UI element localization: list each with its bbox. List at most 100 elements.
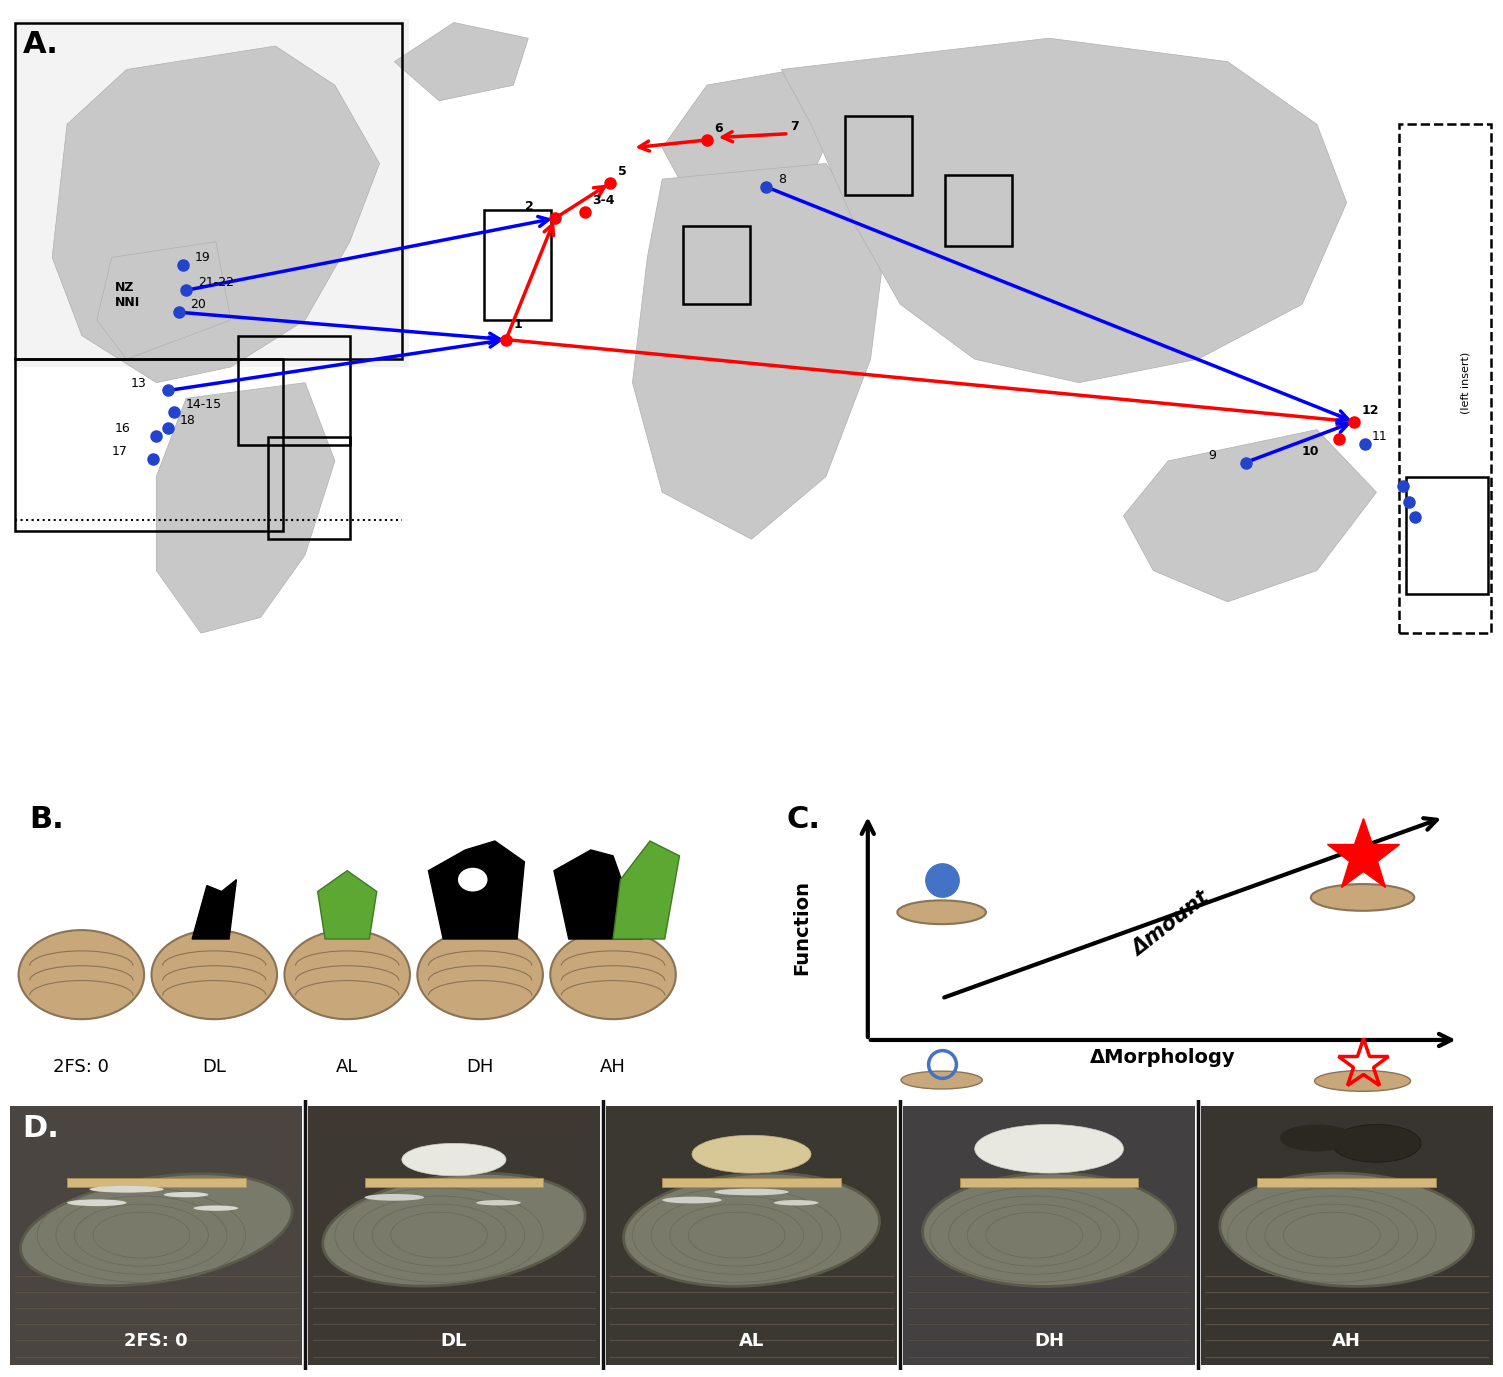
Ellipse shape xyxy=(923,1173,1175,1286)
Text: 17: 17 xyxy=(111,445,128,459)
Bar xyxy=(15,359,283,532)
Text: 19: 19 xyxy=(195,252,210,264)
Bar xyxy=(15,22,401,359)
Text: 2FS: 0: 2FS: 0 xyxy=(125,1332,188,1349)
Text: 8: 8 xyxy=(779,174,786,186)
Ellipse shape xyxy=(774,1199,819,1205)
Ellipse shape xyxy=(418,929,543,1019)
Text: 3-4: 3-4 xyxy=(592,194,615,207)
Ellipse shape xyxy=(164,1192,209,1198)
Text: 13: 13 xyxy=(131,376,147,390)
Ellipse shape xyxy=(1311,884,1414,910)
Text: AL: AL xyxy=(337,1058,358,1075)
Text: DL: DL xyxy=(440,1332,467,1349)
Text: AL: AL xyxy=(739,1332,764,1349)
Bar xyxy=(237,336,350,445)
Bar xyxy=(845,117,912,194)
Bar xyxy=(308,1106,600,1365)
Ellipse shape xyxy=(900,1071,983,1089)
Text: AH: AH xyxy=(1332,1332,1362,1349)
Text: B.: B. xyxy=(30,806,65,834)
Ellipse shape xyxy=(476,1199,522,1205)
Text: 7: 7 xyxy=(791,120,800,132)
Ellipse shape xyxy=(1315,1070,1410,1092)
Ellipse shape xyxy=(68,1199,126,1206)
Text: DH: DH xyxy=(1034,1332,1064,1349)
Text: ΔMorphology: ΔMorphology xyxy=(1090,1048,1235,1067)
Text: 21-22: 21-22 xyxy=(198,277,234,289)
Ellipse shape xyxy=(1279,1125,1354,1151)
Text: 1: 1 xyxy=(514,318,522,330)
Ellipse shape xyxy=(152,929,277,1019)
Polygon shape xyxy=(555,850,643,939)
Text: 20: 20 xyxy=(191,299,206,311)
Bar xyxy=(682,226,750,304)
Text: 10: 10 xyxy=(1302,445,1320,457)
Bar xyxy=(68,1179,245,1187)
Polygon shape xyxy=(192,880,236,939)
Text: C.: C. xyxy=(786,806,821,834)
Ellipse shape xyxy=(897,901,986,924)
Bar xyxy=(1407,476,1488,593)
Bar xyxy=(945,175,1012,245)
Ellipse shape xyxy=(714,1188,789,1195)
Ellipse shape xyxy=(458,868,487,891)
Polygon shape xyxy=(428,841,525,939)
Bar xyxy=(960,1179,1138,1187)
Ellipse shape xyxy=(323,1173,585,1286)
Text: 9: 9 xyxy=(1208,449,1216,461)
Ellipse shape xyxy=(691,1135,812,1173)
Polygon shape xyxy=(1124,430,1377,602)
Ellipse shape xyxy=(974,1125,1123,1173)
Text: AH: AH xyxy=(600,1058,625,1075)
Text: 18: 18 xyxy=(180,414,195,427)
Ellipse shape xyxy=(1220,1173,1473,1286)
Bar xyxy=(663,1179,840,1187)
Bar xyxy=(365,1179,543,1187)
Text: 2: 2 xyxy=(526,201,534,213)
Ellipse shape xyxy=(550,929,676,1019)
Text: A.: A. xyxy=(23,30,59,59)
Ellipse shape xyxy=(401,1143,507,1176)
Polygon shape xyxy=(156,383,335,633)
Ellipse shape xyxy=(89,1186,164,1192)
Polygon shape xyxy=(317,870,377,939)
Polygon shape xyxy=(613,841,679,939)
Text: 5: 5 xyxy=(618,165,627,178)
Text: 14-15: 14-15 xyxy=(186,398,222,412)
Ellipse shape xyxy=(284,929,410,1019)
Text: (left insert): (left insert) xyxy=(1461,351,1471,413)
Polygon shape xyxy=(782,39,1347,383)
Polygon shape xyxy=(633,164,885,540)
Bar xyxy=(1258,1179,1435,1187)
Bar xyxy=(903,1106,1195,1365)
Polygon shape xyxy=(53,45,379,383)
Text: D.: D. xyxy=(23,1114,59,1143)
Ellipse shape xyxy=(21,1173,292,1286)
Bar xyxy=(15,19,409,368)
Text: Function: Function xyxy=(792,880,810,975)
Text: DH: DH xyxy=(466,1058,494,1075)
Ellipse shape xyxy=(365,1194,424,1201)
Bar xyxy=(484,211,550,319)
Text: 12: 12 xyxy=(1362,403,1380,417)
Text: 2FS: 0: 2FS: 0 xyxy=(54,1058,110,1075)
Ellipse shape xyxy=(1332,1125,1422,1162)
Text: Δmount: Δmount xyxy=(1129,888,1213,960)
Ellipse shape xyxy=(663,1197,721,1203)
Polygon shape xyxy=(663,69,840,211)
Ellipse shape xyxy=(624,1173,879,1286)
Text: 16: 16 xyxy=(114,421,131,435)
Polygon shape xyxy=(96,242,230,359)
Bar xyxy=(1201,1106,1492,1365)
Text: 6: 6 xyxy=(714,123,723,135)
Bar xyxy=(268,438,350,540)
Polygon shape xyxy=(394,22,528,101)
Ellipse shape xyxy=(194,1205,237,1210)
Text: DL: DL xyxy=(203,1058,227,1075)
Text: 11: 11 xyxy=(1372,430,1387,443)
Bar xyxy=(1399,124,1491,633)
Ellipse shape xyxy=(18,929,144,1019)
Bar xyxy=(606,1106,897,1365)
Bar xyxy=(11,1106,302,1365)
